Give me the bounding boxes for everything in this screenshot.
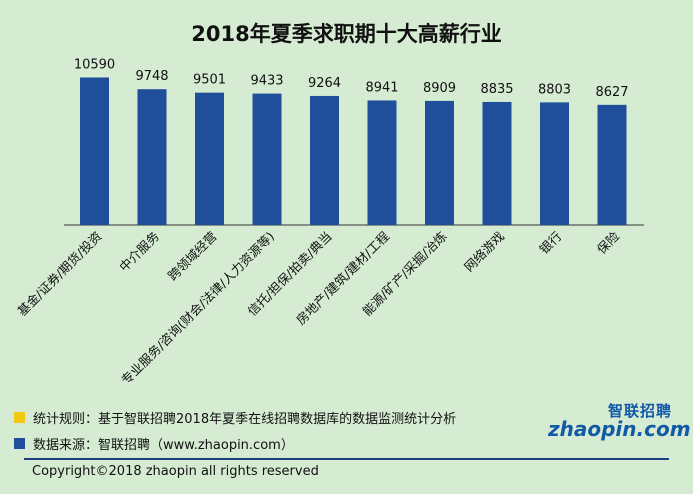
category-label-7: 网络游戏: [461, 229, 507, 275]
bar-6: [425, 100, 454, 225]
note-data-source-text: 数据来源：智联招聘（www.zhaopin.com）: [33, 437, 294, 453]
bar-7: [482, 101, 512, 225]
notes-block: 统计规则：基于智联招聘2018年夏季在线招聘数据库的数据监测统计分析 数据来源：…: [14, 404, 456, 456]
bar-0: [80, 77, 109, 225]
blue-square-icon: [14, 437, 25, 449]
category-label-8: 银行: [536, 229, 564, 257]
category-label-0: 基金/证券/期货/投资: [14, 229, 104, 319]
category-label-5: 房地产/建筑/建材/工程: [293, 228, 392, 327]
data-label-7: 8835: [480, 82, 513, 97]
footer-divider: [24, 458, 669, 460]
bar-3: [252, 93, 282, 225]
category-label-2: 跨领域经营: [165, 229, 220, 284]
bar-9: [597, 104, 627, 225]
category-label-1: 中介服务: [116, 229, 162, 275]
data-label-5: 8941: [365, 80, 398, 95]
bar-8: [540, 102, 569, 225]
data-label-9: 8627: [595, 85, 628, 100]
bar-2: [195, 92, 224, 225]
data-label-6: 8909: [423, 81, 456, 96]
logo-cn: 智联招聘: [607, 402, 672, 420]
chart-title: 2018年夏季求职期十大高薪行业: [191, 22, 502, 46]
data-label-4: 9264: [308, 76, 341, 91]
yellow-square-icon: [14, 411, 25, 423]
zhaopin-logo-icon: 智联招聘 zhaopin.com: [548, 400, 691, 441]
bar-5: [367, 100, 397, 225]
note-stat-rule-text: 统计规则：基于智联招聘2018年夏季在线招聘数据库的数据监测统计分析: [33, 411, 457, 427]
data-label-1: 9748: [135, 69, 168, 84]
bar-4: [310, 95, 339, 225]
data-label-0: 10590: [74, 57, 115, 72]
note-stat-rule: 统计规则：基于智联招聘2018年夏季在线招聘数据库的数据监测统计分析: [14, 404, 456, 430]
data-label-3: 9433: [250, 74, 283, 89]
data-label-2: 9501: [193, 73, 226, 88]
bar-chart: 10590基金/证券/期货/投资9748中介服务9501跨领域经营9433专业服…: [14, 57, 644, 388]
data-label-8: 8803: [538, 82, 571, 97]
note-data-source: 数据来源：智联招聘（www.zhaopin.com）: [14, 430, 456, 456]
copyright-text: Copyright©2018 zhaopin all rights reserv…: [32, 464, 319, 479]
logo-en: zhaopin.com: [548, 417, 691, 441]
bar-1: [137, 89, 167, 225]
category-label-9: 保险: [594, 228, 623, 257]
